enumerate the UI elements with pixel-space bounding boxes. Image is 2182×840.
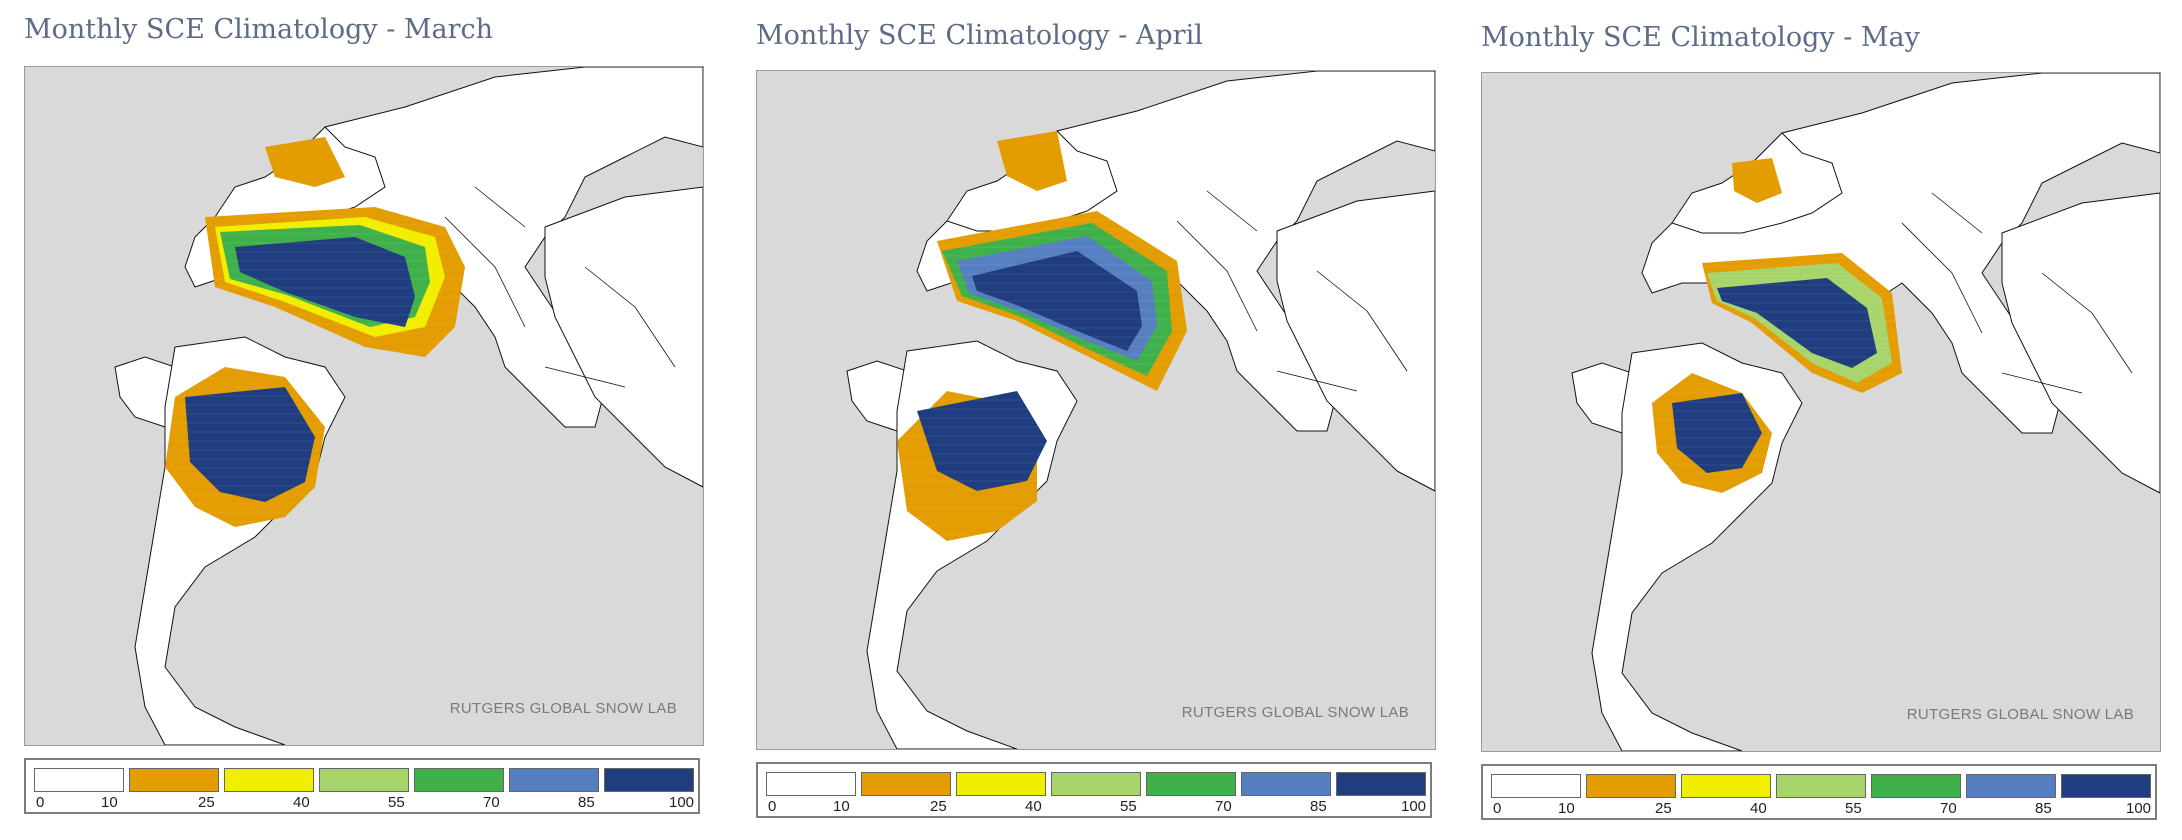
land-shape bbox=[544, 186, 703, 488]
map-credit: RUTGERS GLOBAL SNOW LAB bbox=[1181, 704, 1409, 721]
panel-april: Monthly SCE Climatology - April RUTGERS … bbox=[756, 0, 1446, 840]
legend-swatch bbox=[861, 772, 951, 796]
legend-tick-label: 70 bbox=[1215, 798, 1232, 815]
country-border bbox=[1931, 192, 1983, 234]
legend-swatch bbox=[414, 768, 504, 792]
country-border bbox=[474, 186, 526, 228]
legend-tick-label: 55 bbox=[1120, 798, 1137, 815]
legend-tick-label: 85 bbox=[2035, 800, 2052, 817]
map-graphic bbox=[846, 71, 1435, 749]
snow-cover-zone bbox=[235, 237, 415, 327]
legend-tick-label: 55 bbox=[1845, 800, 1862, 817]
legend-tick-label: 25 bbox=[930, 798, 947, 815]
color-legend: 0 10 25 40 55 70 85 100 bbox=[1481, 764, 2157, 820]
snow-cover-zone bbox=[972, 251, 1142, 351]
legend-tick-label: 40 bbox=[1025, 798, 1042, 815]
snow-cover-zone bbox=[997, 131, 1067, 191]
legend-swatch bbox=[34, 768, 124, 792]
legend-tick-label: 55 bbox=[388, 794, 405, 811]
snow-cover-zone bbox=[265, 137, 345, 187]
color-legend: 0 10 25 40 55 70 85 100 bbox=[756, 762, 1432, 818]
legend-swatch bbox=[1051, 772, 1141, 796]
snow-cover-map: RUTGERS GLOBAL SNOW LAB bbox=[24, 66, 704, 746]
country-border bbox=[2001, 372, 2083, 394]
legend-tick-label: 70 bbox=[1940, 800, 1957, 817]
legend-tick-label: 10 bbox=[833, 798, 850, 815]
panel-may: Monthly SCE Climatology - May RUTGERS GL… bbox=[1481, 0, 2171, 840]
snow-cover-layer bbox=[887, 131, 1207, 563]
legend-tick-label: 0 bbox=[1493, 800, 1502, 817]
country-border bbox=[584, 266, 676, 368]
panel-title: Monthly SCE Climatology - May bbox=[1481, 22, 1920, 53]
snow-cover-layer bbox=[1612, 158, 1932, 565]
legend-tick-label: 40 bbox=[293, 794, 310, 811]
legend-swatch bbox=[2061, 774, 2151, 798]
snow-cover-zone bbox=[1672, 393, 1762, 473]
snow-cover-zone bbox=[1717, 278, 1877, 368]
legend-tick-label: 25 bbox=[198, 794, 215, 811]
legend-swatch bbox=[1336, 772, 1426, 796]
panel-march: Monthly SCE Climatology - March RUTGERS … bbox=[24, 0, 714, 840]
snow-cover-zone bbox=[185, 387, 315, 502]
snow-cover-zone bbox=[1732, 158, 1782, 203]
country-border bbox=[544, 366, 626, 388]
land-shape bbox=[2001, 192, 2160, 494]
color-legend: 0 10 25 40 55 70 85 100 bbox=[24, 758, 700, 814]
country-border bbox=[1176, 220, 1258, 332]
legend-tick-label: 100 bbox=[2126, 800, 2152, 817]
legend-tick-label: 10 bbox=[1558, 800, 1575, 817]
map-graphic bbox=[1571, 73, 2160, 751]
legend-tick-label: 85 bbox=[1310, 798, 1327, 815]
legend-swatch bbox=[224, 768, 314, 792]
legend-swatch bbox=[766, 772, 856, 796]
snow-cover-zone bbox=[917, 391, 1047, 491]
map-credit: RUTGERS GLOBAL SNOW LAB bbox=[449, 700, 677, 717]
panel-title: Monthly SCE Climatology - April bbox=[756, 20, 1203, 51]
legend-swatch bbox=[956, 772, 1046, 796]
legend-swatch bbox=[1146, 772, 1236, 796]
legend-swatch bbox=[319, 768, 409, 792]
legend-tick-label: 0 bbox=[36, 794, 45, 811]
snow-cover-map: RUTGERS GLOBAL SNOW LAB bbox=[756, 70, 1436, 750]
country-border bbox=[1206, 190, 1258, 232]
land-shape bbox=[1276, 190, 1435, 492]
legend-swatch bbox=[1776, 774, 1866, 798]
snow-cover-map: RUTGERS GLOBAL SNOW LAB bbox=[1481, 72, 2161, 752]
legend-tick-label: 0 bbox=[768, 798, 777, 815]
legend-tick-label: 40 bbox=[1750, 800, 1767, 817]
legend-swatch bbox=[1491, 774, 1581, 798]
legend-tick-label: 100 bbox=[1401, 798, 1427, 815]
map-credit: RUTGERS GLOBAL SNOW LAB bbox=[1906, 706, 2134, 723]
legend-tick-label: 10 bbox=[101, 794, 118, 811]
legend-tick-label: 85 bbox=[578, 794, 595, 811]
country-border bbox=[1316, 270, 1408, 372]
legend-tick-label: 100 bbox=[669, 794, 695, 811]
legend-swatch bbox=[129, 768, 219, 792]
country-border bbox=[2041, 272, 2133, 374]
legend-swatch bbox=[509, 768, 599, 792]
panel-title: Monthly SCE Climatology - March bbox=[24, 14, 494, 45]
legend-tick-label: 70 bbox=[483, 794, 500, 811]
legend-swatch bbox=[1241, 772, 1331, 796]
country-border bbox=[444, 216, 526, 328]
legend-swatch bbox=[1871, 774, 1961, 798]
legend-swatch bbox=[604, 768, 694, 792]
country-border bbox=[1901, 222, 1983, 334]
legend-swatch bbox=[1681, 774, 1771, 798]
legend-tick-label: 25 bbox=[1655, 800, 1672, 817]
snow-cover-layer bbox=[155, 137, 475, 559]
legend-swatch bbox=[1586, 774, 1676, 798]
map-graphic bbox=[114, 67, 703, 745]
country-border bbox=[1276, 370, 1358, 392]
legend-swatch bbox=[1966, 774, 2056, 798]
